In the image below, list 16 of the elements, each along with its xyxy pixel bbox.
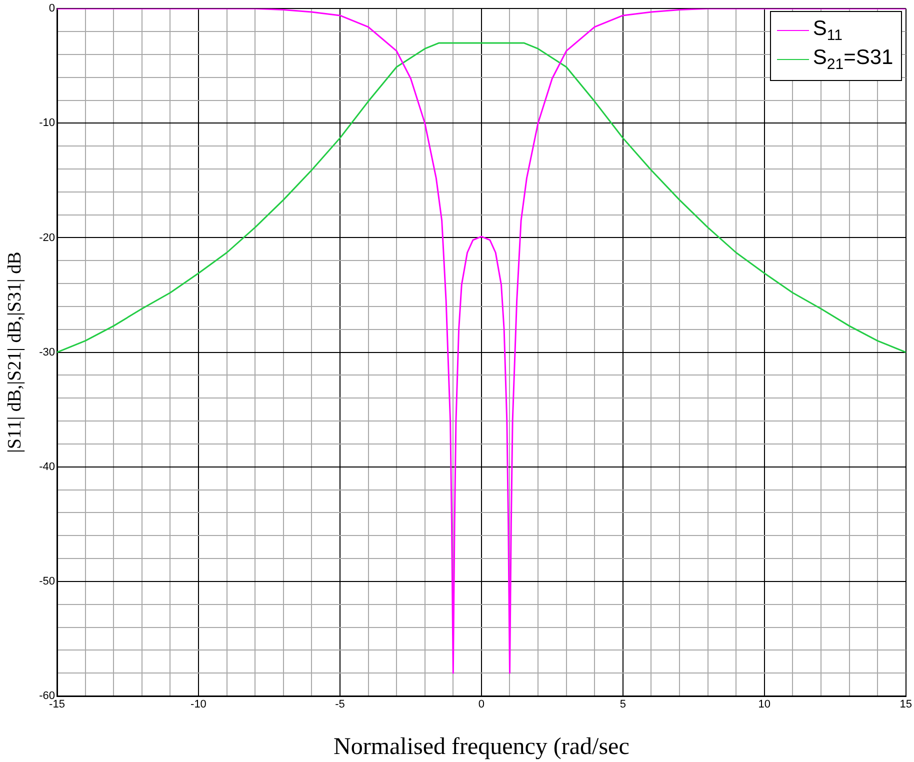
legend-label: S$_{21}$=S31 (812, 46, 894, 73)
x-tick-label: 5 (620, 698, 626, 711)
y-tick-label: -50 (39, 575, 55, 588)
x-tick-label: 0 (478, 698, 485, 711)
y-tick-label: 0 (48, 2, 55, 15)
legend-label: S$_{11}$ (812, 16, 842, 44)
y-axis-title: |S11| dB,|S21| dB,|S31| dB (4, 252, 26, 453)
x-tick-label: 15 (900, 698, 912, 711)
y-tick-label: -20 (39, 232, 55, 244)
y-tick-label: -10 (39, 117, 55, 130)
y-tick-label: -40 (39, 460, 55, 473)
x-tick-label: 10 (758, 698, 771, 711)
x-axis-title: Normalised frequency (rad/sec (334, 734, 630, 760)
x-tick-label: -10 (190, 698, 206, 711)
y-tick-label: -30 (39, 346, 55, 358)
x-tick-label: -5 (335, 698, 345, 711)
